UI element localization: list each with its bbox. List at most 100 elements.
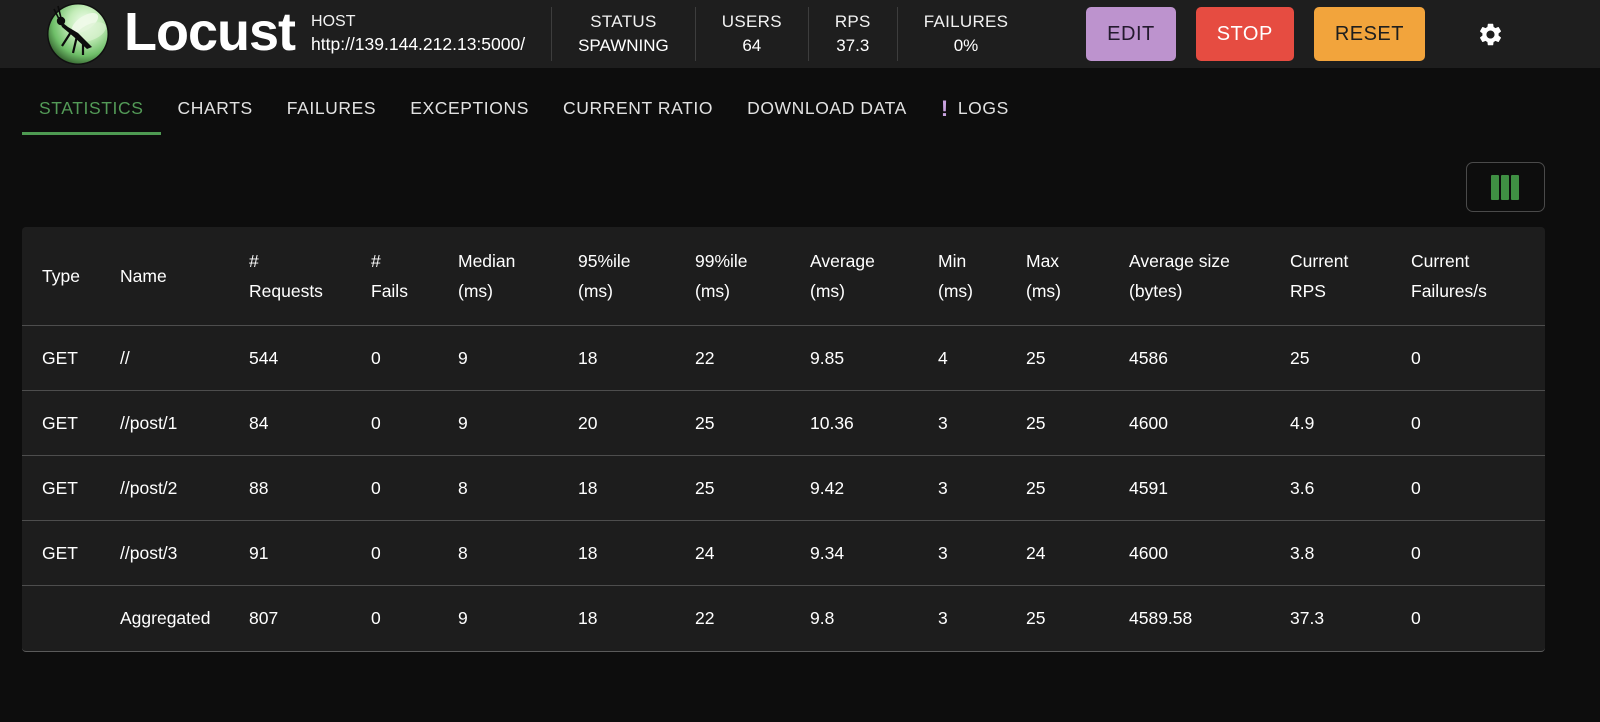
column-header-line2: (ms): [1026, 281, 1061, 301]
table-cell: GET: [22, 390, 100, 456]
locust-logo-icon[interactable]: [46, 2, 110, 66]
stat-value: SPAWNING: [578, 36, 669, 55]
column-header-requests[interactable]: # Requests: [229, 227, 351, 326]
table-cell: 9: [438, 325, 558, 391]
column-header-min-ms[interactable]: Min (ms): [918, 227, 1006, 326]
column-header-line1: Name: [120, 266, 167, 286]
table-cell: 0: [351, 585, 438, 651]
column-header-current-failures-s[interactable]: Current Failures/s: [1391, 227, 1545, 326]
gear-icon: [1479, 23, 1502, 45]
table-cell: 8: [438, 455, 558, 521]
tab-download-data[interactable]: DOWNLOAD DATA: [730, 85, 924, 135]
column-header-max-ms[interactable]: Max (ms): [1006, 227, 1109, 326]
column-header-line2: (ms): [938, 281, 973, 301]
tab-exceptions[interactable]: EXCEPTIONS: [393, 85, 546, 135]
app-header: Locust HOST http://139.144.212.13:5000/ …: [0, 0, 1600, 68]
table-cell: 0: [1391, 520, 1545, 586]
column-header-line2: (ms): [695, 281, 730, 301]
divider: [807, 7, 809, 61]
divider: [694, 7, 696, 61]
notification-badge-icon: !: [940, 95, 949, 121]
table-cell: 0: [1391, 585, 1545, 651]
tab-label: LOGS: [957, 98, 1009, 118]
table-cell: 3.8: [1270, 520, 1391, 586]
tab-label: DOWNLOAD DATA: [747, 98, 907, 118]
table-row: Aggregated 807 0 9 18 22 9.8 3 25 4589.58 37.3 0: [22, 585, 1545, 651]
tab-bar: STATISTICS CHARTS FAILURES EXCEPTIONS CURREN…: [0, 85, 1600, 135]
column-header-current-rps[interactable]: Current RPS: [1270, 227, 1391, 326]
table-cell: GET: [22, 520, 100, 586]
table-row: GET//544 0 9 18 22 9.85 4 25 4586 25 0: [22, 325, 1545, 391]
column-header-line1: Current: [1290, 251, 1349, 271]
column-selector-button[interactable]: [1466, 162, 1545, 212]
table-cell: 25: [1270, 325, 1391, 391]
stop-button[interactable]: STOP: [1195, 7, 1294, 61]
tab-logs[interactable]: ! LOGS: [924, 85, 1026, 135]
tab-charts[interactable]: CHARTS: [161, 85, 270, 135]
column-header-95-ile-ms[interactable]: 95%ile (ms): [558, 227, 675, 326]
table-cell: 3: [918, 455, 1006, 521]
column-header-line1: 99%ile: [695, 251, 748, 271]
tab-current-ratio[interactable]: CURRENT RATIO: [546, 85, 730, 135]
table-cell: 4600: [1109, 390, 1270, 456]
table-cell: 9.42: [790, 455, 918, 521]
table-cell: 25: [1006, 455, 1109, 521]
column-header-line2: (ms): [458, 281, 493, 301]
stat-status: STATUS SPAWNING: [552, 12, 695, 56]
tab-label: CURRENT RATIO: [563, 98, 714, 118]
tab-label: CHARTS: [177, 98, 253, 118]
view-columns-icon: [1491, 174, 1519, 200]
tab-statistics[interactable]: STATISTICS: [22, 85, 161, 135]
table-cell: [22, 585, 100, 651]
table-cell: 25: [1006, 390, 1109, 456]
settings-button[interactable]: [1473, 17, 1508, 52]
table-row: GET//post/1 84 0 9 20 25 10.36 3 25 4600 4.9 0: [22, 390, 1545, 456]
column-header-line2: Requests: [249, 281, 323, 301]
table-cell: 4589.58: [1109, 585, 1270, 651]
table-cell: 9.34: [790, 520, 918, 586]
host-block: HOST http://139.144.212.13:5000/: [311, 13, 551, 55]
table-toolbar: [22, 162, 1545, 212]
table-cell: 0: [1391, 455, 1545, 521]
table-cell: //: [100, 325, 229, 391]
column-header-average-size-bytes[interactable]: Average size (bytes): [1109, 227, 1270, 326]
column-header-99-ile-ms[interactable]: 99%ile (ms): [675, 227, 790, 326]
reset-button[interactable]: RESET: [1313, 7, 1425, 61]
table-cell: 8: [438, 520, 558, 586]
column-header-average-ms[interactable]: Average (ms): [790, 227, 918, 326]
table-cell: 4591: [1109, 455, 1270, 521]
column-header-line1: 95%ile: [578, 251, 631, 271]
host-label: HOST: [311, 13, 356, 30]
table-cell: GET: [22, 455, 100, 521]
divider: [551, 7, 553, 61]
table-body: GET//544 0 9 18 22 9.85 4 25 4586 25 0 GET//post/1 8…: [22, 325, 1545, 651]
column-header-line1: Min: [938, 251, 967, 271]
edit-button[interactable]: EDIT: [1086, 7, 1176, 61]
tab-failures[interactable]: FAILURES: [270, 85, 393, 135]
table-cell: 4600: [1109, 520, 1270, 586]
table-cell: 22: [675, 325, 790, 391]
column-header-line1: Median: [458, 251, 516, 271]
column-header-line1: Average: [810, 251, 875, 271]
table-cell: 22: [675, 585, 790, 651]
table-cell: 18: [558, 585, 675, 651]
tab-label: STATISTICS: [39, 98, 144, 118]
column-header-type[interactable]: Type: [22, 227, 100, 326]
stat-value: 37.3: [836, 36, 870, 55]
column-header-line1: Current: [1411, 251, 1470, 271]
table-cell: 20: [558, 390, 675, 456]
table-cell: 4: [918, 325, 1006, 391]
column-header-name[interactable]: Name: [100, 227, 229, 326]
table-row: GET//post/3 91 0 8 18 24 9.34 3 24 4600 3.8 0: [22, 520, 1545, 586]
table-cell: 0: [351, 520, 438, 586]
table-cell: GET: [22, 325, 100, 391]
table-cell: //post/3: [100, 520, 229, 586]
table-cell: 4586: [1109, 325, 1270, 391]
table-cell: 84: [229, 390, 351, 456]
table-row: GET//post/2 88 0 8 18 25 9.42 3 25 4591 3.6 0: [22, 455, 1545, 521]
stat-label: STATUS: [590, 12, 657, 31]
column-header-line2: Fails: [371, 281, 408, 301]
stat-rps: RPS 37.3: [809, 12, 897, 56]
column-header-fails[interactable]: # Fails: [351, 227, 438, 326]
column-header-median-ms[interactable]: Median (ms): [438, 227, 558, 326]
